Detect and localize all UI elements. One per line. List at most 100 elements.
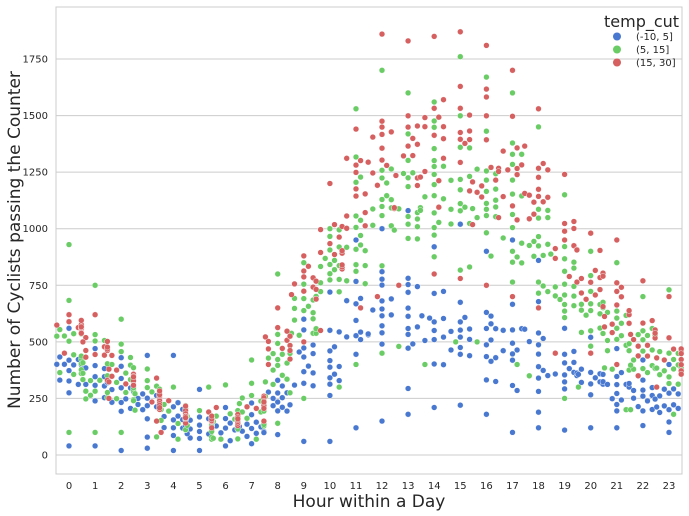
data-point bbox=[418, 312, 426, 319]
data-point bbox=[352, 236, 360, 244]
data-point bbox=[187, 434, 194, 442]
data-point bbox=[122, 380, 129, 388]
data-point bbox=[409, 340, 416, 348]
data-point bbox=[582, 312, 590, 319]
data-point bbox=[196, 435, 203, 442]
data-point bbox=[274, 398, 281, 406]
data-point bbox=[243, 403, 251, 410]
x-tick-label: 16 bbox=[480, 481, 493, 492]
data-point bbox=[56, 326, 63, 333]
data-point bbox=[457, 334, 464, 341]
data-point bbox=[388, 196, 395, 203]
data-point bbox=[222, 404, 229, 411]
data-point bbox=[357, 232, 364, 239]
data-point bbox=[91, 282, 99, 289]
data-point bbox=[570, 302, 578, 309]
data-point bbox=[599, 371, 607, 378]
data-point bbox=[392, 172, 400, 179]
data-point bbox=[405, 123, 412, 131]
data-point bbox=[362, 262, 369, 269]
data-point bbox=[158, 429, 165, 436]
data-point bbox=[483, 73, 490, 81]
data-point bbox=[457, 176, 464, 183]
data-point bbox=[265, 338, 272, 345]
data-point bbox=[578, 307, 585, 314]
data-point bbox=[91, 311, 99, 318]
data-point bbox=[369, 134, 376, 141]
data-point bbox=[296, 348, 303, 356]
data-point bbox=[405, 112, 412, 119]
data-point bbox=[509, 151, 516, 158]
data-point bbox=[91, 429, 99, 436]
data-point bbox=[300, 281, 307, 288]
data-point bbox=[118, 399, 125, 406]
data-point bbox=[105, 378, 113, 386]
data-point bbox=[170, 424, 177, 431]
data-point bbox=[326, 246, 334, 254]
data-point bbox=[421, 114, 429, 121]
data-point bbox=[492, 378, 499, 385]
data-point bbox=[65, 318, 73, 325]
data-point bbox=[552, 245, 559, 252]
data-point bbox=[587, 279, 594, 286]
data-point bbox=[127, 354, 134, 361]
data-point bbox=[274, 340, 281, 347]
data-point bbox=[552, 255, 559, 262]
data-point bbox=[53, 333, 60, 340]
data-point bbox=[70, 371, 77, 378]
data-point bbox=[440, 315, 447, 322]
data-point bbox=[253, 436, 260, 443]
data-point bbox=[483, 42, 490, 49]
data-point bbox=[217, 436, 225, 443]
data-point bbox=[130, 373, 137, 381]
data-point bbox=[466, 263, 473, 271]
data-point bbox=[431, 157, 438, 164]
data-point bbox=[378, 329, 386, 336]
data-point bbox=[431, 336, 438, 343]
data-point bbox=[483, 411, 490, 418]
data-point bbox=[144, 415, 151, 422]
data-point bbox=[414, 122, 421, 130]
data-point bbox=[357, 174, 364, 181]
data-point bbox=[61, 361, 68, 368]
data-point bbox=[457, 327, 464, 334]
data-point bbox=[87, 377, 94, 384]
data-point bbox=[56, 369, 63, 376]
data-point bbox=[627, 362, 634, 369]
data-point bbox=[357, 241, 364, 249]
data-point bbox=[279, 382, 286, 390]
data-point bbox=[400, 170, 407, 177]
data-point bbox=[618, 293, 625, 300]
data-point bbox=[540, 198, 547, 205]
data-point bbox=[457, 144, 464, 151]
data-point bbox=[466, 325, 473, 333]
data-point bbox=[483, 229, 490, 236]
data-point bbox=[91, 337, 99, 345]
data-point bbox=[599, 303, 607, 310]
data-point bbox=[378, 276, 386, 283]
data-point bbox=[274, 407, 281, 415]
data-point bbox=[108, 352, 116, 359]
data-point bbox=[552, 283, 559, 291]
data-point bbox=[457, 200, 464, 207]
data-point bbox=[509, 340, 516, 347]
data-point bbox=[104, 338, 111, 345]
data-point bbox=[239, 394, 246, 402]
data-point bbox=[357, 336, 364, 343]
data-point bbox=[466, 111, 473, 119]
data-point bbox=[253, 419, 260, 426]
data-point bbox=[165, 408, 172, 415]
data-point bbox=[108, 386, 116, 393]
data-point bbox=[526, 338, 533, 345]
data-point bbox=[570, 348, 578, 355]
data-point bbox=[260, 398, 268, 406]
data-point bbox=[270, 367, 277, 374]
data-point bbox=[644, 369, 651, 376]
y-tick-label: 750 bbox=[29, 281, 48, 292]
data-point bbox=[378, 212, 386, 219]
data-point bbox=[530, 238, 538, 245]
data-point bbox=[405, 331, 412, 338]
data-point bbox=[331, 251, 338, 258]
data-point bbox=[630, 336, 637, 343]
data-point bbox=[210, 435, 217, 442]
